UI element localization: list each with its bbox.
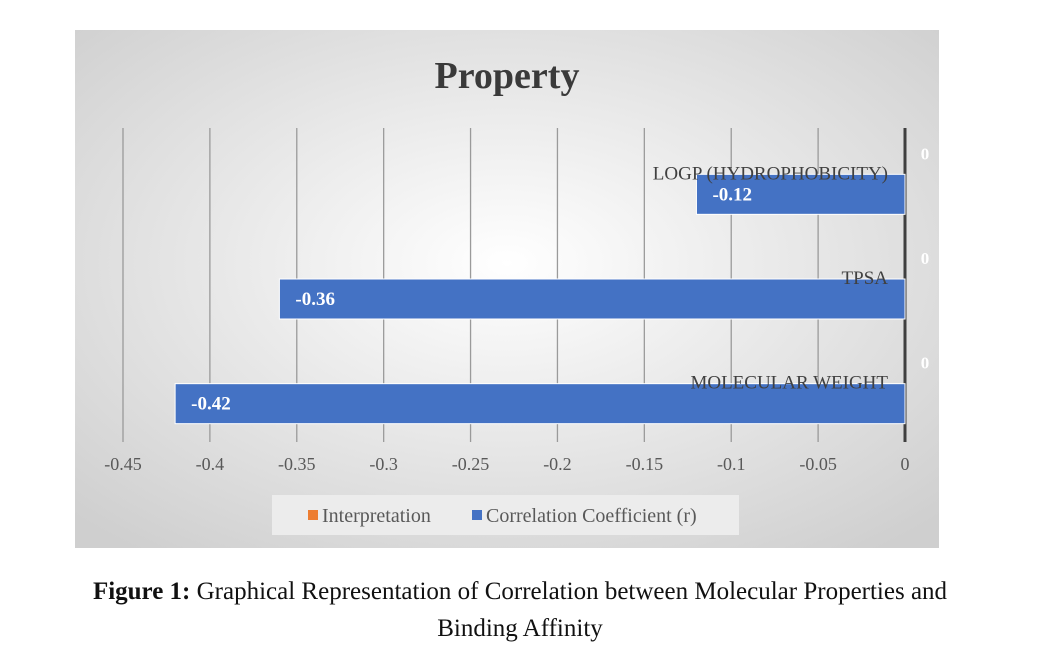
bars [174, 173, 906, 425]
x-tick-label: -0.3 [369, 454, 398, 474]
legend-swatch [308, 510, 318, 520]
category-label: LOGP (HYDROPHOBICITY) [653, 163, 888, 184]
caption-label: Figure 1: [92, 578, 191, 605]
chart-canvas: Property -0.42 MOLECULAR WEIGHT 0 -0.36 TPSA… [75, 30, 939, 548]
chart-panel: Property -0.42 MOLECULAR WEIGHT 0 -0.36 TPSA… [75, 30, 939, 548]
caption-line-2: Binding Affinity [437, 615, 603, 642]
bar-value-label: -0.12 [712, 184, 752, 205]
category-label: MOLECULAR WEIGHT [690, 373, 888, 394]
chart-title: Property [435, 55, 580, 97]
x-tick-label: -0.15 [626, 454, 664, 474]
data-labels: -0.42 MOLECULAR WEIGHT 0 -0.36 TPSA 0 -0.12LOG… [191, 144, 929, 414]
category-label: TPSA [842, 268, 889, 289]
legend-label: Interpretation [322, 505, 431, 527]
caption-line-1: Figure 1: Graphical Representation of Co… [0, 573, 1040, 610]
bar [278, 278, 906, 320]
legend-label: Correlation Coefficient (r) [486, 505, 697, 527]
interpretation-value-label: 0 [921, 144, 930, 163]
legend-swatch [472, 510, 482, 520]
bar [174, 383, 906, 425]
bar-value-label: -0.36 [295, 289, 335, 310]
x-tick-label: -0.4 [196, 454, 225, 474]
x-tick-label: -0.1 [717, 454, 746, 474]
legend-box [272, 495, 739, 535]
x-tick-label: -0.45 [104, 454, 142, 474]
figure-caption: Figure 1: Graphical Representation of Co… [0, 573, 1040, 647]
interpretation-value-label: 0 [921, 249, 930, 268]
x-tick-label: -0.05 [799, 454, 837, 474]
caption-text: Graphical Representation of Correlation … [196, 578, 948, 605]
interpretation-value-label: 0 [921, 354, 930, 373]
x-tick-label: -0.25 [452, 454, 490, 474]
bar-value-label: -0.42 [191, 394, 231, 415]
x-tick-label: -0.35 [278, 454, 316, 474]
legend[interactable]: Interpretation Correlation Coefficient (r… [272, 495, 739, 535]
x-tick-label: -0.2 [543, 454, 572, 474]
bar [695, 173, 906, 215]
x-axis-ticks: -0.45 -0.4 -0.35 -0.3 -0.25 -0.2 -0.15 -0.1 -0.0… [104, 454, 909, 474]
x-tick-label: 0 [901, 454, 910, 474]
